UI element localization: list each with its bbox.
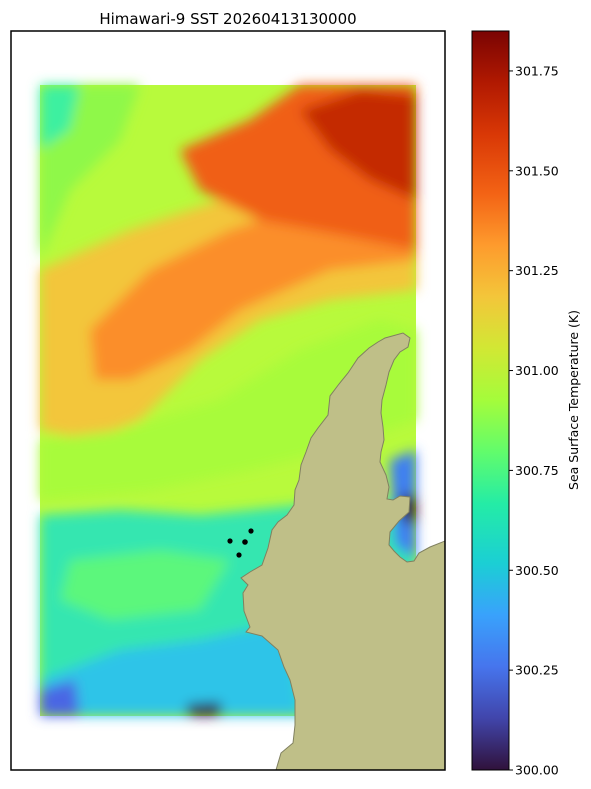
site-marker [236, 552, 242, 558]
sst-green-band-lower [60, 550, 230, 620]
chart-title: Himawari-9 SST 20260413130000 [99, 10, 356, 28]
colorbar-tick-label: 300.25 [515, 663, 559, 678]
sst-green-mid [40, 320, 416, 500]
map-frame [10, 30, 446, 771]
land-mass [240, 332, 445, 770]
colorbar-tick-label: 300.00 [515, 763, 559, 778]
sst-orange-band [90, 190, 416, 380]
sst-cyan-topleft [40, 85, 80, 150]
map-panel [11, 31, 445, 770]
colorbar: 300.00 300.25 300.50 300.75 301.00 301.25 301.… [471, 30, 581, 778]
colorbar-tick-label: 300.75 [515, 463, 559, 478]
colorbar-tick-label: 301.75 [515, 63, 559, 78]
site-marker [248, 528, 254, 534]
site-marker [227, 538, 233, 544]
sst-cool-blue-lower [40, 620, 300, 716]
colorbar-tick-label: 301.00 [515, 363, 559, 378]
colorbar-gradient [471, 30, 510, 771]
sst-blue-pocket-bottom [40, 680, 80, 716]
sst-gradients [40, 85, 416, 716]
colorbar-tick-label: 301.25 [515, 263, 559, 278]
colorbar-ticks: 300.00 300.25 300.50 300.75 301.00 301.25 301.… [509, 63, 559, 778]
site-markers [227, 528, 254, 558]
colorbar-tick-label: 301.50 [515, 163, 559, 178]
sst-dark-pocket-bottom [186, 702, 222, 716]
sst-hottest-top [300, 90, 416, 200]
colorbar-label: Sea Surface Temperature (K) [566, 310, 581, 490]
colorbar-tick-label: 300.50 [515, 563, 559, 578]
site-marker [242, 539, 248, 545]
